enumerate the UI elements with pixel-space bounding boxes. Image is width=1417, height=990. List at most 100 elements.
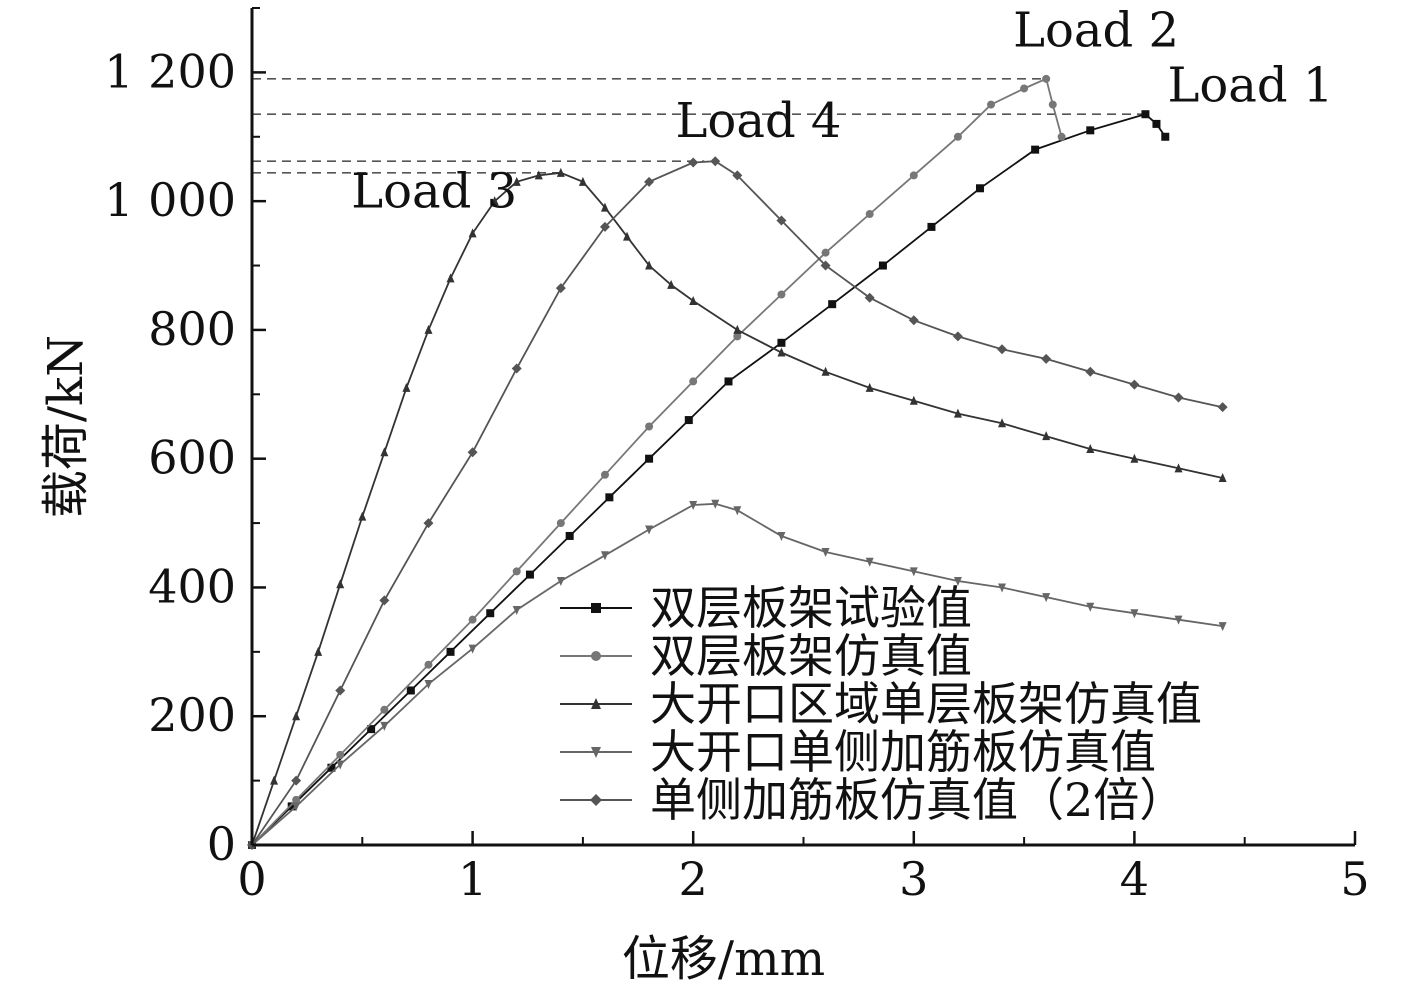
y-tick-label: 0: [207, 817, 236, 871]
data-point: [424, 324, 433, 334]
data-point: [724, 377, 733, 386]
data-point: [424, 680, 433, 690]
data-point: [645, 422, 654, 431]
data-point: [556, 167, 565, 177]
data-point: [534, 170, 543, 180]
data-point: [291, 775, 302, 786]
data-point: [335, 685, 346, 696]
data-point: [1217, 402, 1228, 413]
data-point: [402, 382, 411, 392]
data-point: [600, 470, 609, 479]
x-ticks: 0 1 2 3 4 5: [237, 831, 1370, 906]
data-point: [379, 595, 390, 606]
data-point: [623, 231, 632, 241]
data-point: [511, 363, 522, 374]
data-point: [1020, 84, 1029, 93]
x-tick-label: 2: [679, 852, 708, 906]
data-point: [1130, 453, 1139, 463]
data-point: [565, 531, 574, 540]
data-point: [865, 210, 874, 219]
data-point: [733, 506, 742, 516]
y-tick-label: 1 000: [104, 173, 236, 227]
data-point: [953, 132, 962, 141]
data-point: [689, 501, 698, 511]
data-point: [358, 511, 367, 521]
data-point: [556, 519, 565, 528]
annotation-label: Load 1: [1167, 57, 1333, 113]
data-point: [1152, 119, 1161, 128]
y-axis-title: 载荷/kN: [38, 335, 94, 518]
legend-marker: [591, 698, 601, 709]
data-point: [865, 557, 874, 567]
data-point: [1174, 615, 1183, 625]
data-point: [380, 447, 389, 457]
data-point: [1130, 609, 1139, 619]
legend-item: 大开口单侧加筋板仿真值: [560, 725, 1156, 779]
data-point: [380, 705, 389, 714]
data-point: [1031, 145, 1040, 154]
data-point: [446, 647, 455, 656]
data-point: [998, 418, 1007, 428]
legend-item: 双层板架仿真值: [560, 629, 972, 683]
data-point: [486, 609, 495, 618]
data-point: [953, 577, 962, 587]
data-point: [1042, 431, 1051, 441]
data-point: [1086, 602, 1095, 612]
annotation-label: Load 2: [1013, 3, 1179, 59]
data-point: [1161, 132, 1170, 141]
data-point: [336, 760, 345, 770]
legend-item: 双层板架试验值: [560, 581, 972, 635]
data-point: [1086, 444, 1095, 454]
data-point: [909, 395, 918, 405]
data-point: [732, 170, 743, 181]
reference-lines: [252, 78, 1146, 174]
data-point: [423, 518, 434, 529]
data-point: [644, 176, 655, 187]
data-point: [468, 615, 477, 624]
data-point: [380, 721, 389, 731]
data-point: [927, 222, 936, 231]
data-point: [556, 577, 565, 587]
x-axis-title: 位移/mm: [622, 931, 825, 987]
y-tick-label: 200: [148, 688, 236, 742]
x-tick-label: 0: [237, 852, 266, 906]
data-point: [292, 802, 301, 812]
data-point: [287, 802, 296, 811]
data-point: [908, 315, 919, 326]
data-point: [998, 583, 1007, 593]
data-point: [776, 215, 787, 226]
data-point: [555, 283, 566, 294]
series-5: [247, 156, 1228, 850]
data-point: [821, 548, 830, 558]
data-point: [512, 176, 521, 186]
x-tick-label: 5: [1340, 852, 1369, 906]
legend-marker: [590, 794, 602, 806]
data-point: [777, 290, 786, 299]
data-point: [525, 570, 534, 579]
data-point: [314, 646, 323, 656]
legend-item: 单侧加筋板仿真值（2倍）: [560, 773, 1185, 827]
legend-label: 双层板架仿真值: [650, 629, 972, 683]
x-tick-label: 3: [899, 852, 928, 906]
data-point: [336, 750, 345, 759]
data-point: [327, 763, 336, 772]
legend-label: 双层板架试验值: [650, 581, 972, 635]
data-point: [864, 292, 875, 303]
y-ticks: 0 200 400 600 800 1 000 1 200: [104, 7, 266, 871]
data-point: [1048, 100, 1057, 109]
data-point: [909, 171, 918, 180]
data-point: [1042, 74, 1051, 83]
legend-marker: [591, 603, 601, 613]
data-point: [777, 347, 786, 357]
y-tick-label: 600: [148, 431, 236, 485]
data-point: [667, 279, 676, 289]
data-point: [270, 775, 279, 785]
data-point: [997, 344, 1008, 355]
data-point: [600, 551, 609, 561]
y-tick-label: 400: [148, 559, 236, 613]
data-point: [1086, 126, 1095, 135]
data-point: [600, 202, 609, 212]
data-point: [909, 567, 918, 577]
